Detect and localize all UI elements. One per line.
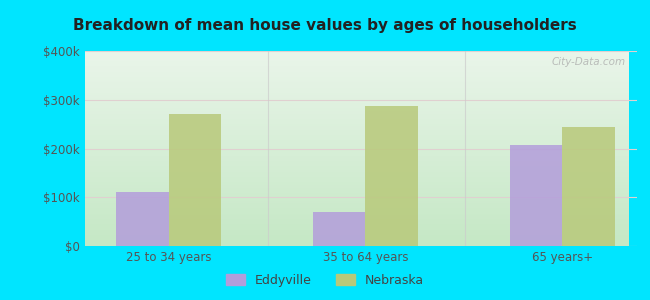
Bar [116, 192, 169, 246]
Bar [510, 145, 562, 246]
Bar [562, 127, 614, 246]
Text: City-Data.com: City-Data.com [552, 57, 626, 67]
Bar [313, 212, 365, 246]
Text: Breakdown of mean house values by ages of householders: Breakdown of mean house values by ages o… [73, 18, 577, 33]
Legend: Eddyville, Nebraska: Eddyville, Nebraska [222, 270, 428, 291]
Bar [169, 114, 221, 246]
Bar [365, 106, 418, 246]
